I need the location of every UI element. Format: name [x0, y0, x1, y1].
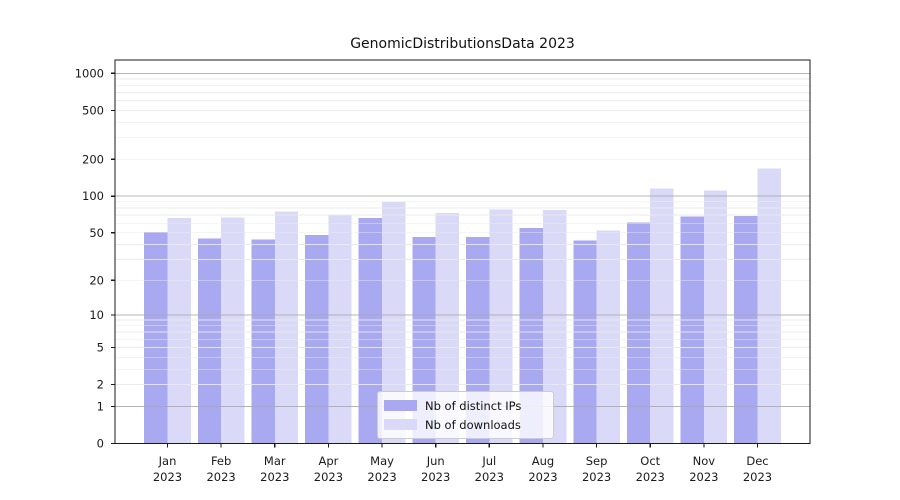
y-tick-label: 1000: [75, 66, 104, 80]
legend-label-downloads: Nb of downloads: [425, 417, 521, 432]
y-tick-label: 2: [97, 378, 104, 392]
x-tick-label-month: Sep: [586, 454, 608, 468]
x-tick-label-year: 2023: [153, 470, 182, 484]
y-tick-label: 0: [97, 437, 104, 451]
x-tick-label-month: Oct: [640, 454, 660, 468]
legend-swatch-ips: [384, 400, 417, 411]
x-tick-label-year: 2023: [528, 470, 557, 484]
chart-title: GenomicDistributionsData 2023: [350, 36, 575, 52]
x-tick-label-month: Jul: [481, 454, 496, 468]
bar-ips: [680, 216, 704, 444]
y-tick-label: 20: [89, 273, 104, 287]
x-tick-label-month: Feb: [211, 454, 231, 468]
legend-item-downloads: Nb of downloads: [384, 415, 547, 434]
bar-downloads: [382, 201, 406, 444]
bar-downloads: [435, 212, 459, 444]
x-tick-label-month: Jun: [426, 454, 445, 468]
x-tick-label-month: Jan: [158, 454, 177, 468]
x-tick-label-month: Dec: [746, 454, 768, 468]
x-tick-label-year: 2023: [314, 470, 343, 484]
x-tick-label-month: Mar: [264, 454, 286, 468]
bar-ips: [573, 240, 597, 444]
x-tick-label-year: 2023: [689, 470, 718, 484]
bar-downloads: [650, 188, 674, 444]
x-tick-label-year: 2023: [743, 470, 772, 484]
legend-item-ips: Nb of distinct IPs: [384, 396, 547, 415]
y-tick-label: 500: [82, 103, 104, 117]
bar-downloads: [757, 168, 781, 444]
y-tick-label: 1: [97, 399, 104, 413]
x-tick-label-year: 2023: [636, 470, 665, 484]
x-tick-label-year: 2023: [206, 470, 235, 484]
bar-downloads: [328, 215, 352, 444]
legend-swatch-downloads: [384, 419, 417, 430]
bar-ips: [734, 215, 758, 444]
bar-ips: [519, 227, 543, 444]
y-tick-label: 5: [97, 340, 104, 354]
y-tick-label: 200: [82, 152, 104, 166]
x-tick-label-month: Apr: [318, 454, 338, 468]
legend-label-ips: Nb of distinct IPs: [425, 398, 522, 413]
x-tick-label-month: Aug: [532, 454, 554, 468]
y-tick-label: 10: [89, 308, 104, 322]
bar-downloads: [542, 210, 567, 444]
plot-border: [114, 59, 811, 445]
bar-ips: [144, 231, 168, 444]
bar-ips: [197, 238, 222, 444]
bar-downloads: [274, 211, 299, 444]
x-tick-label-year: 2023: [582, 470, 611, 484]
y-tick-label: 50: [89, 226, 104, 240]
x-tick-label-month: May: [370, 454, 394, 468]
bar-ips: [251, 239, 275, 444]
x-tick-label-year: 2023: [475, 470, 504, 484]
bar-downloads: [596, 230, 620, 444]
bar-downloads: [703, 190, 728, 444]
bar-downloads: [167, 218, 191, 444]
bar-ips: [358, 218, 383, 444]
x-tick-label-year: 2023: [260, 470, 289, 484]
y-tick-label: 100: [82, 189, 104, 203]
bar-downloads: [221, 217, 245, 444]
x-tick-label-year: 2023: [421, 470, 450, 484]
bar-ips: [626, 222, 651, 444]
x-tick-label-year: 2023: [367, 470, 396, 484]
x-tick-label-month: Nov: [693, 454, 716, 468]
legend: Nb of distinct IPs Nb of downloads: [377, 391, 554, 439]
